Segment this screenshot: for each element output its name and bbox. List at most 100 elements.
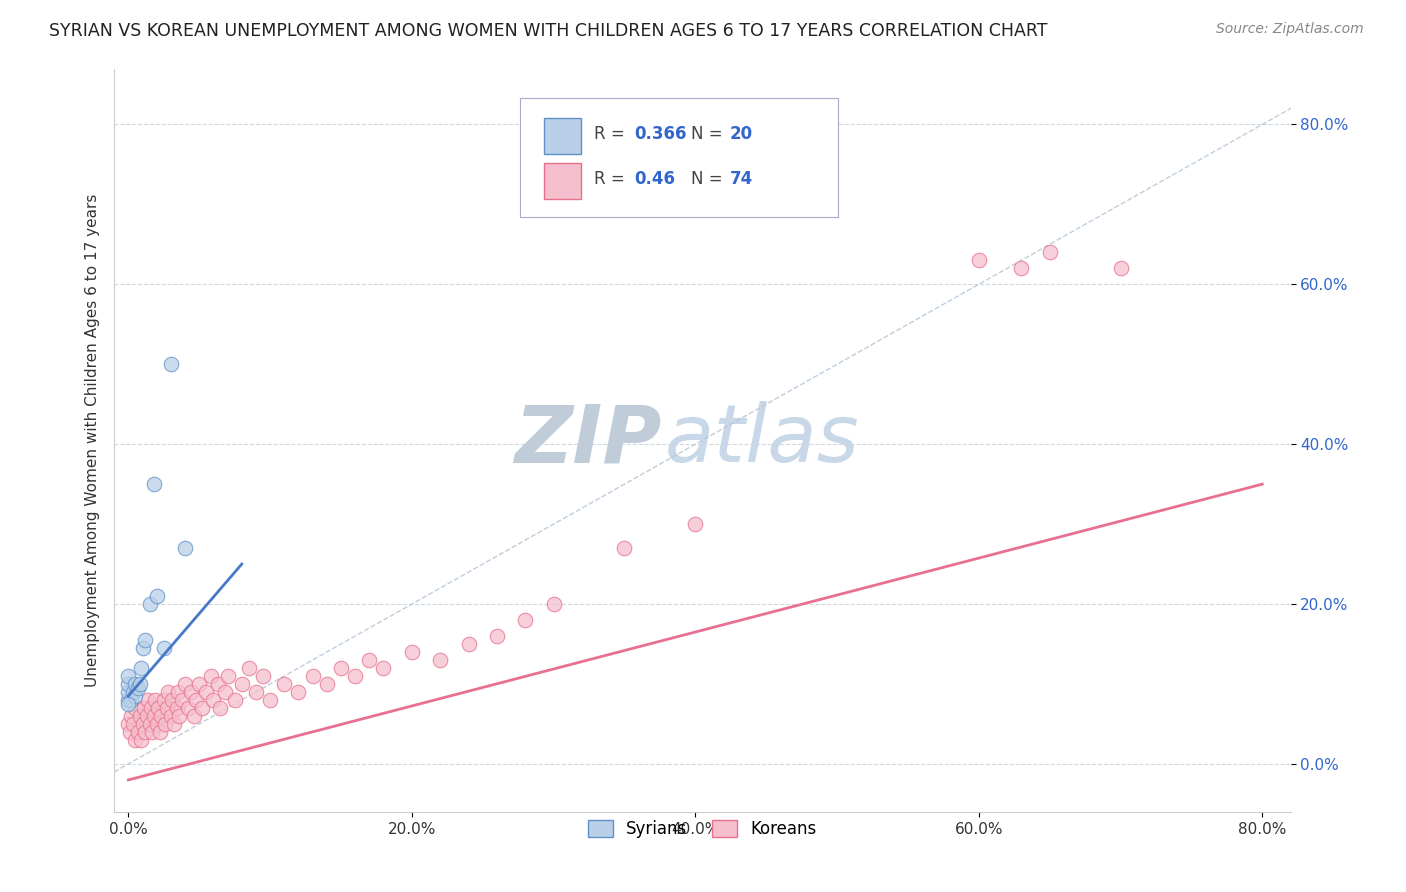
Point (121, 685, 143, 699)
Point (117, 685, 139, 699)
Point (200, 669, 222, 683)
Point (186, 693, 208, 707)
Point (129, 733, 152, 747)
Point (117, 677, 139, 691)
Point (373, 661, 395, 675)
Point (330, 661, 353, 675)
Point (132, 701, 155, 715)
Point (1010, 261, 1032, 276)
Point (224, 693, 246, 707)
Point (124, 689, 146, 703)
Point (135, 709, 157, 723)
Text: 0.366: 0.366 (634, 125, 686, 143)
Point (139, 701, 162, 715)
Point (117, 693, 139, 707)
Point (429, 653, 451, 667)
Text: N =: N = (690, 169, 727, 187)
Point (120, 693, 142, 707)
Point (238, 661, 260, 675)
Point (202, 693, 225, 707)
Point (160, 357, 183, 371)
Text: SYRIAN VS KOREAN UNEMPLOYMENT AMONG WOMEN WITH CHILDREN AGES 6 TO 17 YEARS CORRE: SYRIAN VS KOREAN UNEMPLOYMENT AMONG WOME… (49, 22, 1047, 40)
Point (118, 725, 141, 739)
Point (121, 717, 143, 731)
Point (138, 597, 160, 611)
Point (485, 629, 508, 643)
Point (209, 701, 232, 715)
Text: ZIP: ZIP (513, 401, 661, 479)
Point (287, 685, 309, 699)
Point (138, 717, 160, 731)
Point (344, 669, 367, 683)
Point (157, 685, 180, 699)
Point (685, 517, 707, 532)
Point (174, 677, 197, 691)
Text: 0.46: 0.46 (634, 169, 675, 187)
Point (191, 701, 214, 715)
Point (177, 701, 200, 715)
Point (146, 701, 169, 715)
Point (231, 677, 253, 691)
Point (143, 693, 166, 707)
Text: Source: ZipAtlas.com: Source: ZipAtlas.com (1216, 22, 1364, 37)
Point (401, 645, 423, 659)
Text: R =: R = (595, 125, 630, 143)
Point (127, 681, 149, 695)
Point (136, 693, 159, 707)
Text: atlas: atlas (665, 401, 859, 479)
Point (124, 677, 146, 691)
Point (245, 685, 267, 699)
Y-axis label: Unemployment Among Women with Children Ages 6 to 17 years: Unemployment Among Women with Children A… (86, 194, 100, 687)
Point (128, 709, 150, 723)
Point (127, 725, 149, 739)
Point (152, 693, 174, 707)
Point (259, 693, 281, 707)
Point (124, 733, 146, 747)
Point (120, 709, 142, 723)
Point (155, 717, 177, 731)
Point (162, 693, 184, 707)
Point (160, 709, 183, 723)
Point (217, 669, 239, 683)
Point (1039, 245, 1062, 260)
Point (167, 685, 190, 699)
Point (207, 677, 229, 691)
Point (543, 597, 565, 611)
Point (613, 541, 636, 555)
Point (124, 701, 146, 715)
Point (252, 669, 274, 683)
Point (195, 685, 218, 699)
Point (180, 685, 202, 699)
Point (967, 253, 990, 268)
Point (142, 477, 165, 491)
Text: 74: 74 (730, 169, 752, 187)
Point (301, 669, 323, 683)
FancyBboxPatch shape (520, 98, 838, 217)
Legend: Syrians, Koreans: Syrians, Koreans (581, 813, 824, 845)
Point (142, 709, 165, 723)
Point (183, 709, 205, 723)
Point (117, 669, 139, 683)
Point (129, 661, 152, 675)
Point (166, 701, 188, 715)
Point (457, 637, 479, 651)
Text: R =: R = (595, 169, 630, 187)
Point (273, 677, 295, 691)
Text: 20: 20 (730, 125, 752, 143)
FancyBboxPatch shape (544, 119, 581, 154)
Point (515, 613, 537, 627)
Point (141, 725, 163, 739)
FancyBboxPatch shape (544, 163, 581, 199)
Point (188, 677, 211, 691)
Point (163, 717, 186, 731)
Point (134, 633, 156, 648)
Point (169, 709, 191, 723)
Point (174, 541, 197, 555)
Point (128, 677, 150, 691)
Point (145, 589, 167, 603)
Point (156, 701, 179, 715)
Point (117, 717, 139, 731)
Point (359, 653, 381, 667)
Point (131, 640, 153, 655)
Point (1109, 261, 1132, 276)
